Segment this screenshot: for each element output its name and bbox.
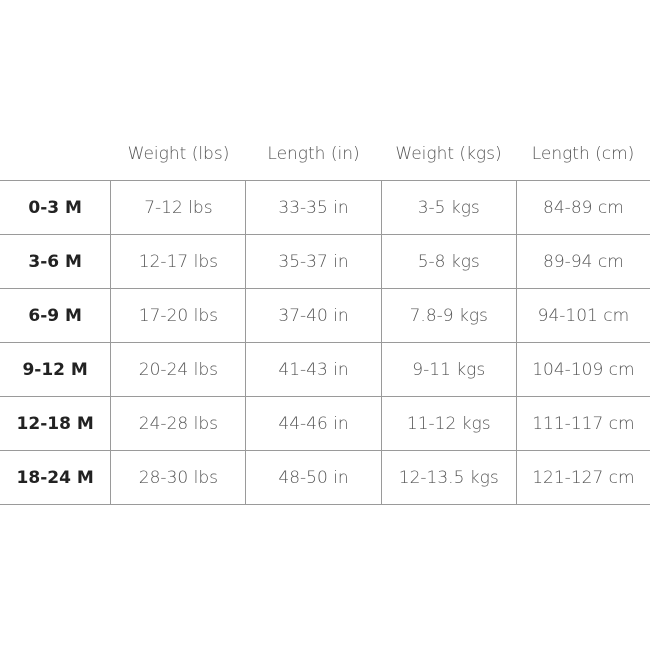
table-cell: 111-117 cm [515,397,650,450]
table-cell: 9-11 kgs [380,343,516,396]
table-cell: 37-40 in [245,289,380,342]
table-cell: 94-101 cm [515,289,650,342]
size-chart-table: Weight (lbs) Length (in) Weight (kgs) Le… [0,128,650,505]
table-row: 3-6 M 12-17 lbs 35-37 in 5-8 kgs 89-94 cm [0,234,650,288]
table-cell: 3-5 kgs [380,181,516,234]
header-length-cm: Length (cm) [531,144,635,164]
header-weight-lbs: Weight (lbs) [127,144,230,164]
table-cell: 11-12 kgs [380,397,516,450]
header-weight-kgs: Weight (kgs) [395,144,502,164]
table-cell: 12-13.5 kgs [380,451,516,504]
age-label-cell: 0-3 M [28,197,82,218]
table-cell: 35-37 in [245,235,380,288]
age-label-cell: 12-18 M [16,413,94,434]
table-row: 9-12 M 20-24 lbs 41-43 in 9-11 kgs 104-109 c… [0,342,650,396]
header-length-in: Length (in) [267,144,360,164]
header-row: Weight (lbs) Length (in) Weight (kgs) Le… [0,128,650,180]
table-cell: 89-94 cm [515,235,650,288]
table-cell: 44-46 in [245,397,380,450]
table-cell: 48-50 in [245,451,380,504]
table-cell: 7.8-9 kgs [380,289,516,342]
table-cell: 121-127 cm [515,451,650,504]
table-cell: 5-8 kgs [380,235,516,288]
table-row: 12-18 M 24-28 lbs 44-46 in 11-12 kgs 111-117… [0,396,650,450]
table-row: 6-9 M 17-20 lbs 37-40 in 7.8-9 kgs 94-101 cm [0,288,650,342]
table-cell: 20-24 lbs [110,343,245,396]
table-cell: 84-89 cm [515,181,650,234]
age-label-cell: 6-9 M [28,305,82,326]
table-cell: 24-28 lbs [110,397,245,450]
table-cell: 28-30 lbs [110,451,245,504]
table-cell: 41-43 in [245,343,380,396]
table-cell: 33-35 in [245,181,380,234]
table-row: 0-3 M 7-12 lbs 33-35 in 3-5 kgs 84-89 cm [0,180,650,234]
age-label-cell: 3-6 M [28,251,82,272]
age-label-cell: 9-12 M [22,359,88,380]
table-cell: 17-20 lbs [110,289,245,342]
header-cell-empty [0,128,111,180]
table-cell: 12-17 lbs [110,235,245,288]
age-label-cell: 18-24 M [16,467,94,488]
table-row: 18-24 M 28-30 lbs 48-50 in 12-13.5 kgs 121-1… [0,450,650,505]
table-cell: 7-12 lbs [110,181,245,234]
table-cell: 104-109 cm [515,343,650,396]
